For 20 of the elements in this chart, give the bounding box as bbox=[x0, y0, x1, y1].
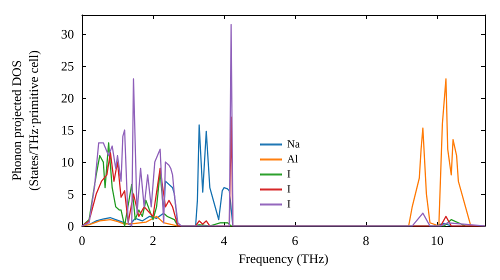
y-axis-title: Phonon projected DOS (States/THz·primitive cell) bbox=[9, 50, 41, 191]
x-tick-label: 10 bbox=[430, 233, 444, 248]
legend-label: I bbox=[287, 198, 291, 210]
y-tick-label: 0 bbox=[68, 218, 74, 234]
legend-label: I bbox=[287, 184, 291, 196]
legend-label: Na bbox=[287, 138, 300, 150]
legend-label: I bbox=[287, 168, 291, 180]
legend-label: Al bbox=[287, 154, 298, 166]
y-tick-label: 20 bbox=[61, 90, 74, 106]
x-tick-label: 2 bbox=[150, 233, 156, 248]
y-tick-label: 25 bbox=[61, 58, 74, 74]
x-tick-label: 4 bbox=[220, 233, 228, 248]
y-tick-label: 10 bbox=[61, 154, 74, 170]
x-tick-label: 6 bbox=[292, 233, 299, 248]
x-axis-title: Frequency (THz) bbox=[238, 250, 328, 266]
y-tick-label: 30 bbox=[61, 26, 74, 42]
y-tick-label: 5 bbox=[68, 186, 74, 202]
x-tick-label: 8 bbox=[362, 233, 370, 248]
y-tick-label: 15 bbox=[61, 122, 74, 138]
x-tick-label: 0 bbox=[78, 233, 86, 248]
